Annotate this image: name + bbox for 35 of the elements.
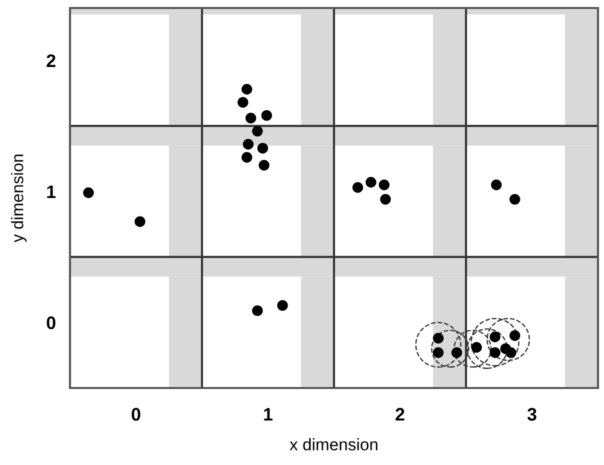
x-tick-label: 3 <box>527 408 536 421</box>
y-tick-label: 1 <box>47 186 56 198</box>
point <box>451 347 462 358</box>
x-axis-title: x dimension <box>290 438 378 450</box>
point <box>252 126 263 137</box>
y-axis-title: y dimension <box>11 154 27 242</box>
point <box>258 160 270 171</box>
y-tick-label: 0 <box>46 316 56 330</box>
x-tick-label: 0 <box>132 408 140 421</box>
point <box>242 84 252 95</box>
point <box>366 176 376 188</box>
point <box>134 216 146 227</box>
point <box>277 300 288 311</box>
point <box>261 110 272 121</box>
point <box>252 305 263 316</box>
point <box>490 347 500 358</box>
point <box>491 180 502 190</box>
y-tick-label: 2 <box>46 54 56 67</box>
point <box>432 347 444 358</box>
point <box>509 194 520 205</box>
point <box>245 112 256 124</box>
point <box>506 347 516 358</box>
x-tick-label: 2 <box>396 408 404 421</box>
point <box>509 330 520 341</box>
point <box>238 96 248 108</box>
point <box>242 152 252 163</box>
point <box>242 138 254 150</box>
point <box>257 142 268 154</box>
point <box>490 332 500 342</box>
x-tick-label: 1 <box>264 408 273 421</box>
point <box>380 194 391 205</box>
point <box>378 180 390 190</box>
point <box>432 332 444 344</box>
point <box>352 182 364 193</box>
point <box>83 187 94 198</box>
